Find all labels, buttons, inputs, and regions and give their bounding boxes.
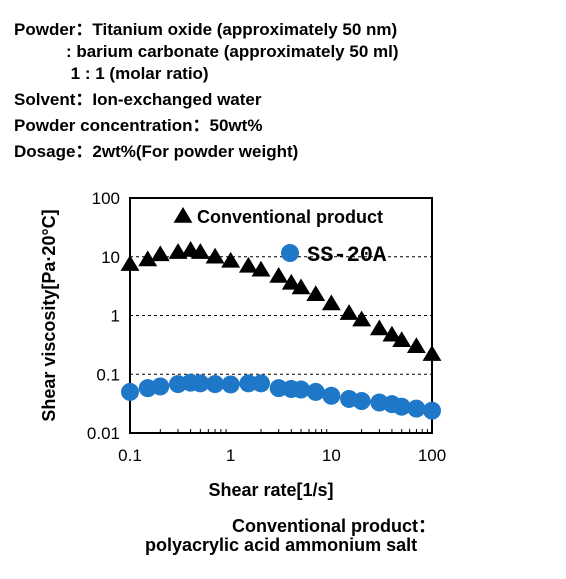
y-tick-label: 0.01 [87,424,120,443]
conventional-product-point [138,250,158,267]
conventional-product-point [352,310,372,327]
conventional-product-point [321,294,341,311]
conventional-product-point [269,267,289,283]
powder-line-2: : barium carbonate (approximately 50 ml) [14,42,399,61]
conventional-product-point [406,337,426,353]
y-tick-label: 100 [92,189,120,208]
plot-frame [129,197,433,434]
solvent-line: Solvent：Ion-exchanged water [14,90,262,109]
conventional-product-point [369,319,389,336]
conventional-product-point [382,325,402,342]
conventional-product-point [221,251,241,268]
ss-20a-point [392,397,411,416]
x-tick-label: 100 [418,446,446,465]
conventional-product-point [339,304,359,320]
powder-line: Powder：Titanium oxide (approximately 50 … [14,20,398,39]
ss-20a-point [206,375,225,394]
ss-20a-point [151,377,170,396]
conventional-product-point [120,255,140,271]
ss-20a-point [423,401,441,420]
conventional-product-point [251,260,271,277]
y-axis-label: Shear viscosity[Pa·20°C] [39,209,59,421]
legend-ss20a-label: SS-20A [307,243,387,268]
ss-20a-point [121,382,139,401]
ss-20a-point [221,375,240,394]
ss-20a-point [322,386,341,405]
molar-ratio-line: 1 : 1 (molar ratio) [14,64,209,83]
x-tick-label: 10 [322,446,341,465]
conventional-product-point [190,243,210,259]
y-tick-label: 10 [101,248,120,267]
ss-20a-point [239,374,258,393]
ss-20a-point [352,392,371,411]
legend-ss20a-marker [281,244,299,262]
x-tick-label: 0.1 [118,446,142,465]
ss-20a-point [306,382,325,401]
conventional-product-point [291,278,311,295]
legend-conventional-label: Conventional product [197,207,383,227]
conventional-product-point [306,285,326,301]
conventional-product-point [392,331,412,347]
conventional-product-point [238,256,258,273]
conventional-product-point [150,245,170,262]
ss-20a-point [251,374,270,393]
ss-20a-point [407,399,426,418]
x-tick-label: 1 [226,446,235,465]
concentration-line: Powder concentration：50wt% [14,116,263,135]
conventional-product-point [205,247,225,264]
ss-20a-point [292,380,311,399]
footnote-line-1: Conventional product： [232,516,436,536]
x-axis-label: Shear rate[1/s] [208,480,333,500]
ss-20a-point [191,374,210,393]
y-tick-label: 0.1 [96,365,120,384]
y-tick-label: 1 [111,307,120,326]
legend-conventional-marker [173,207,193,223]
conventional-product-point [281,273,301,290]
conventional-product-point [422,345,442,361]
footnote-line-2: polyacrylic acid ammonium salt [145,535,418,555]
dosage-line: Dosage：2wt%(For powder weight) [14,142,299,161]
